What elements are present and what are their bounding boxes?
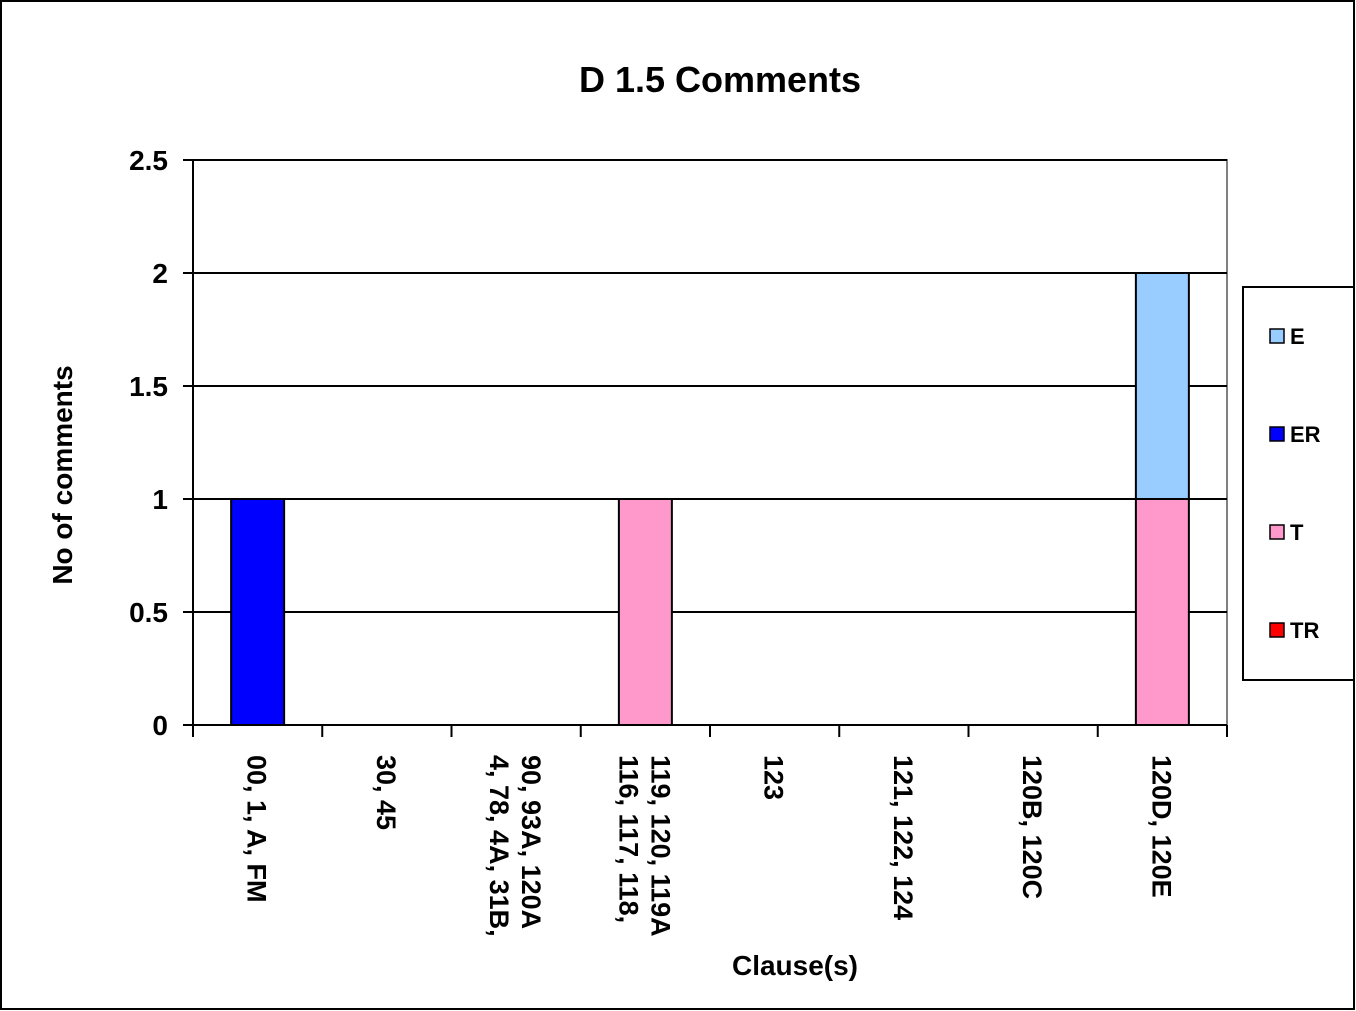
x-tick-label-line: 116, 117, 118, <box>613 755 643 923</box>
legend-label-t: T <box>1290 520 1304 545</box>
chart-title: D 1.5 Comments <box>579 59 861 100</box>
y-tick-label: 1.5 <box>129 371 168 402</box>
legend-label-e: E <box>1290 324 1305 349</box>
x-tick-label-line: 120D, 120E <box>1146 755 1176 898</box>
legend-swatch-e <box>1269 328 1285 344</box>
legend-label-er: ER <box>1290 422 1321 447</box>
x-tick-label-line: 121, 122, 124 <box>888 755 918 920</box>
y-tick-label: 0 <box>152 710 168 741</box>
x-tick-label: 120D, 120E <box>1146 755 1176 898</box>
legend-swatch-t <box>1269 524 1285 540</box>
y-tick-label: 2 <box>152 258 168 289</box>
x-tick-label: 00, 1, A, FM <box>242 755 272 903</box>
x-tick-label: 30, 45 <box>371 755 401 830</box>
plot-area: 0 0.5 1 1.5 2 2.5 00, 1, A, FM 30, 45 4, 78, 4A,… <box>129 145 1228 937</box>
x-tick-label-line: 123 <box>759 755 789 800</box>
legend-swatch-tr <box>1269 622 1285 638</box>
x-tick-label-line: 120B, 120C <box>1017 755 1047 899</box>
y-tick-label: 2.5 <box>129 145 168 176</box>
x-tick-label: 4, 78, 4A, 31B, 90, 93A, 120A <box>484 755 546 937</box>
x-tick-label: 123 <box>759 755 789 800</box>
x-tick-label-line: 00, 1, A, FM <box>242 755 272 903</box>
bar-e <box>1134 272 1190 500</box>
bar-er <box>230 498 286 726</box>
x-tick-label: 116, 117, 118, 119, 120, 119A <box>613 755 675 937</box>
y-tick-label: 0.5 <box>129 597 168 628</box>
x-tick-label: 120B, 120C <box>1017 755 1047 899</box>
x-tick-label-line: 4, 78, 4A, 31B, <box>484 755 514 937</box>
x-axis-title: Clause(s) <box>732 950 858 981</box>
x-tick-label-line: 119, 120, 119A <box>645 755 675 937</box>
x-tick-label-line: 30, 45 <box>371 755 401 830</box>
legend-swatch-er <box>1269 426 1285 442</box>
y-tick-label: 1 <box>152 484 168 515</box>
plot-background <box>192 159 1228 726</box>
y-axis-title: No of comments <box>47 365 78 584</box>
legend-label-tr: TR <box>1290 618 1319 643</box>
legend-box <box>1242 286 1355 681</box>
legend: E ER T TR <box>1242 286 1355 681</box>
bar-t <box>617 498 673 726</box>
x-tick-label: 121, 122, 124 <box>888 755 918 920</box>
bar-t <box>1134 498 1190 726</box>
x-tick-label-line: 90, 93A, 120A <box>516 755 546 929</box>
